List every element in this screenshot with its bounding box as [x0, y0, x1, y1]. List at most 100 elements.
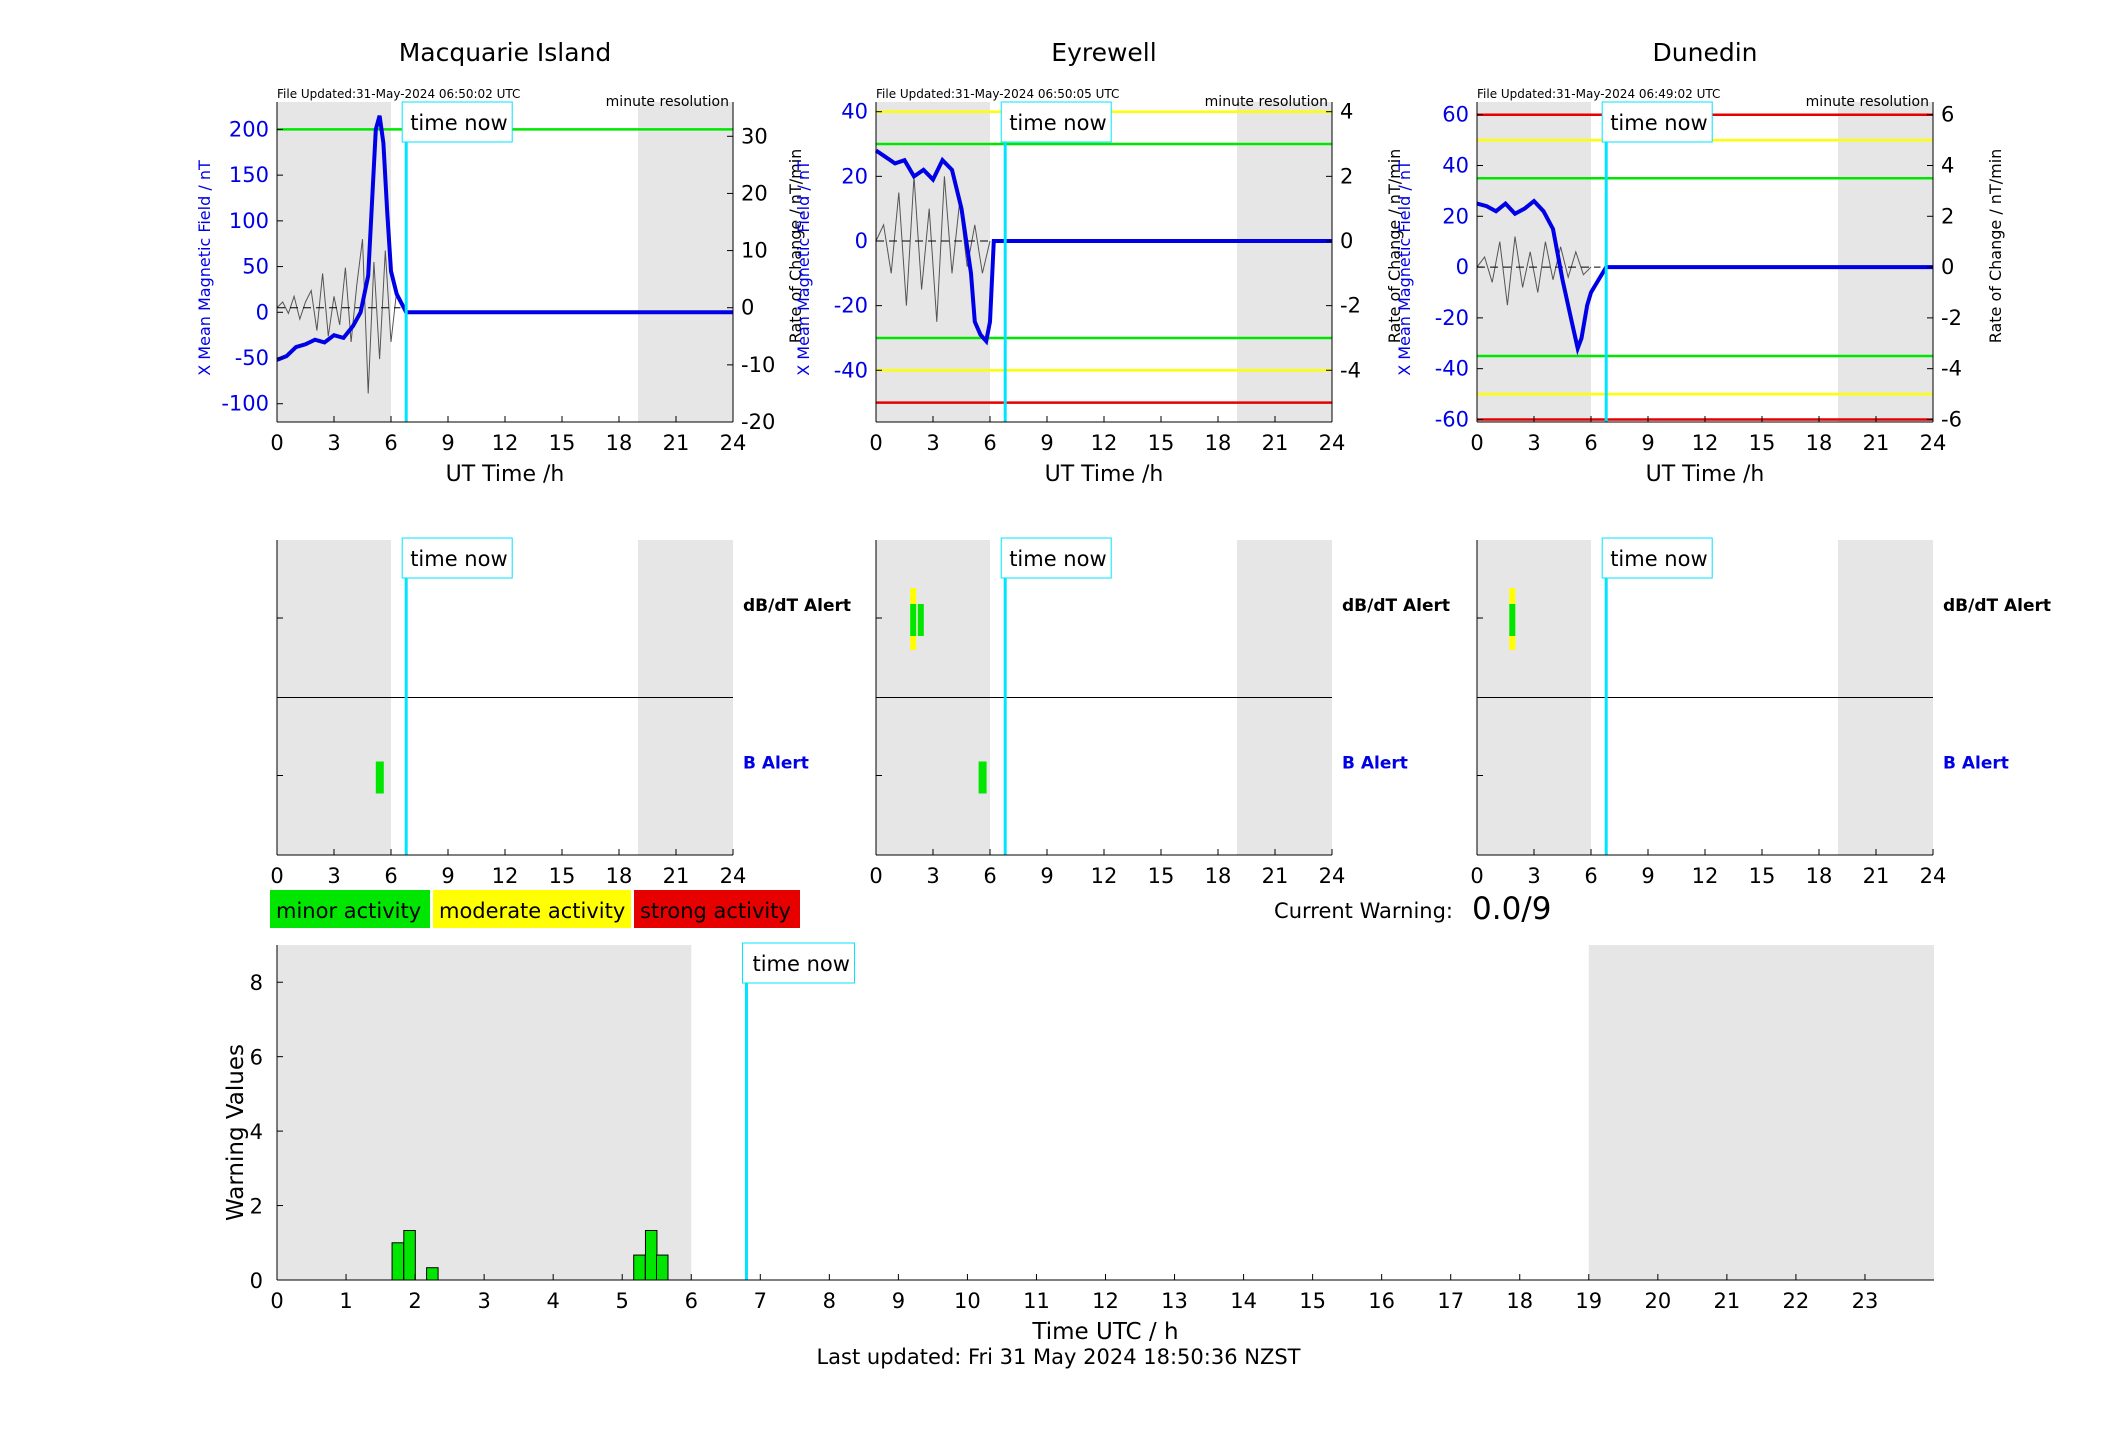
resolution-text: minute resolution — [1806, 94, 1929, 110]
y-tick-label-left: 40 — [1442, 153, 1469, 177]
y-tick-label-right: 0 — [1340, 229, 1353, 253]
night-shade — [1237, 102, 1332, 422]
rate-series — [1476, 236, 1592, 306]
y-tick-label-left: 0 — [855, 229, 868, 253]
x-tick-label: 0 — [869, 864, 882, 888]
warning-bar — [644, 1229, 658, 1281]
legend-label: strong activity — [640, 899, 791, 923]
x-tick-label: 8 — [823, 1289, 836, 1313]
x-tick-label: 12 — [1091, 431, 1118, 455]
x-tick-label: 9 — [1040, 864, 1053, 888]
time-now-box — [1601, 537, 1713, 579]
time-now-label: time now — [410, 547, 507, 571]
x-tick-label: 0 — [1470, 864, 1483, 888]
legend-label: moderate activity — [439, 899, 625, 923]
x-tick-label: 15 — [549, 864, 576, 888]
x-tick-label: 15 — [1148, 864, 1175, 888]
y-tick-label-right: 0 — [1941, 255, 1954, 279]
time-now-label: time now — [1009, 111, 1106, 135]
x-tick-label: 21 — [663, 431, 690, 455]
y-tick-label-right: 6 — [1941, 103, 1954, 127]
y-axis-label: Warning Values — [223, 1044, 249, 1221]
dbdt-alert-bar — [1509, 604, 1516, 636]
b-alert-label: B Alert — [1943, 754, 2009, 774]
activity-legend: minor activity moderate activity strong ac… — [270, 890, 800, 928]
x-tick-label: 0 — [1470, 431, 1483, 455]
x-tick-label: 16 — [1368, 1289, 1395, 1313]
x-tick-label: 12 — [1091, 864, 1118, 888]
night-shade — [277, 945, 692, 1280]
x-tick-label: 0 — [869, 431, 882, 455]
x-axis-label: UT Time /h — [446, 462, 565, 487]
x-tick-label: 0 — [270, 431, 283, 455]
warning-bar — [633, 1254, 646, 1281]
y-tick-label-left: -20 — [834, 294, 868, 318]
x-tick-label: 3 — [327, 431, 340, 455]
dbdt-alert-label: dB/dT Alert — [1342, 596, 1450, 616]
y-tick-label-right: 0 — [741, 296, 754, 320]
file-updated-text: File Updated:31-May-2024 06:50:05 UTC — [876, 87, 1119, 101]
x-tick-label: 18 — [1806, 431, 1833, 455]
y-tick-label-left: 20 — [1442, 204, 1469, 228]
x-tick-label: 12 — [1692, 431, 1719, 455]
x-axis-label: UT Time /h — [1646, 462, 1765, 487]
y-tick-label-right: 10 — [741, 239, 768, 263]
y-tick-label-left: -20 — [1435, 306, 1469, 330]
x-tick-label: 18 — [606, 431, 633, 455]
y-axis-label-left: X Mean Magnetic Field / nT — [195, 160, 214, 376]
x-tick-label: 6 — [384, 864, 397, 888]
y-tick-label-left: 0 — [256, 300, 269, 324]
y-tick-label-left: 40 — [841, 100, 868, 124]
x-tick-label: 3 — [926, 431, 939, 455]
x-tick-label: 15 — [1299, 1289, 1326, 1313]
chart-title: Macquarie Island — [399, 38, 612, 67]
x-tick-label: 9 — [441, 431, 454, 455]
y-tick-label: 0 — [250, 1269, 263, 1293]
x-tick-label: 5 — [616, 1289, 629, 1313]
y-tick-label-left: -100 — [221, 392, 269, 416]
b-alert-label: B Alert — [1342, 754, 1408, 774]
x-tick-label: 3 — [1527, 431, 1540, 455]
night-shade — [277, 102, 391, 422]
x-tick-label: 3 — [327, 864, 340, 888]
x-tick-label: 24 — [720, 864, 747, 888]
time-now-box — [741, 942, 855, 984]
dbdt-alert-bar — [917, 604, 924, 636]
field-series — [874, 148, 1332, 346]
x-tick-label: 24 — [1920, 431, 1947, 455]
x-tick-label: 18 — [1806, 864, 1833, 888]
x-tick-label: 4 — [546, 1289, 559, 1313]
x-tick-label: 13 — [1161, 1289, 1188, 1313]
y-tick-label-left: -40 — [1435, 357, 1469, 381]
chart-title: Eyrewell — [1051, 38, 1156, 67]
x-axis-label: UT Time /h — [1045, 462, 1164, 487]
x-tick-label: 0 — [270, 1289, 283, 1313]
y-tick-label: 4 — [250, 1120, 263, 1144]
y-tick-label-right: -6 — [1941, 407, 1962, 431]
x-tick-label: 22 — [1783, 1289, 1810, 1313]
night-shade — [1588, 945, 1934, 1280]
y-tick-label-left: 20 — [841, 164, 868, 188]
y-tick-label-right: 4 — [1340, 100, 1353, 124]
y-tick-label-right: -10 — [741, 353, 775, 377]
x-tick-label: 6 — [1584, 864, 1597, 888]
y-tick-label-right: 20 — [741, 181, 768, 205]
y-tick-label-left: -60 — [1435, 407, 1469, 431]
x-tick-label: 24 — [720, 431, 747, 455]
file-updated-text: File Updated:31-May-2024 06:49:02 UTC — [1477, 87, 1720, 101]
y-tick-label: 2 — [250, 1195, 263, 1219]
x-tick-label: 21 — [1863, 864, 1890, 888]
x-tick-label: 15 — [549, 431, 576, 455]
x-tick-label: 18 — [1506, 1289, 1533, 1313]
x-tick-label: 21 — [1262, 431, 1289, 455]
y-tick-label-right: 30 — [741, 124, 768, 148]
y-tick-label-left: 200 — [229, 117, 269, 141]
x-tick-label: 9 — [441, 864, 454, 888]
alert-chart-2: time now 0 3 6 9 12 15 18 21 24 dB/dT Alert B Alert — [1470, 537, 2051, 888]
x-tick-label: 12 — [492, 431, 519, 455]
warning-bar — [403, 1229, 416, 1281]
